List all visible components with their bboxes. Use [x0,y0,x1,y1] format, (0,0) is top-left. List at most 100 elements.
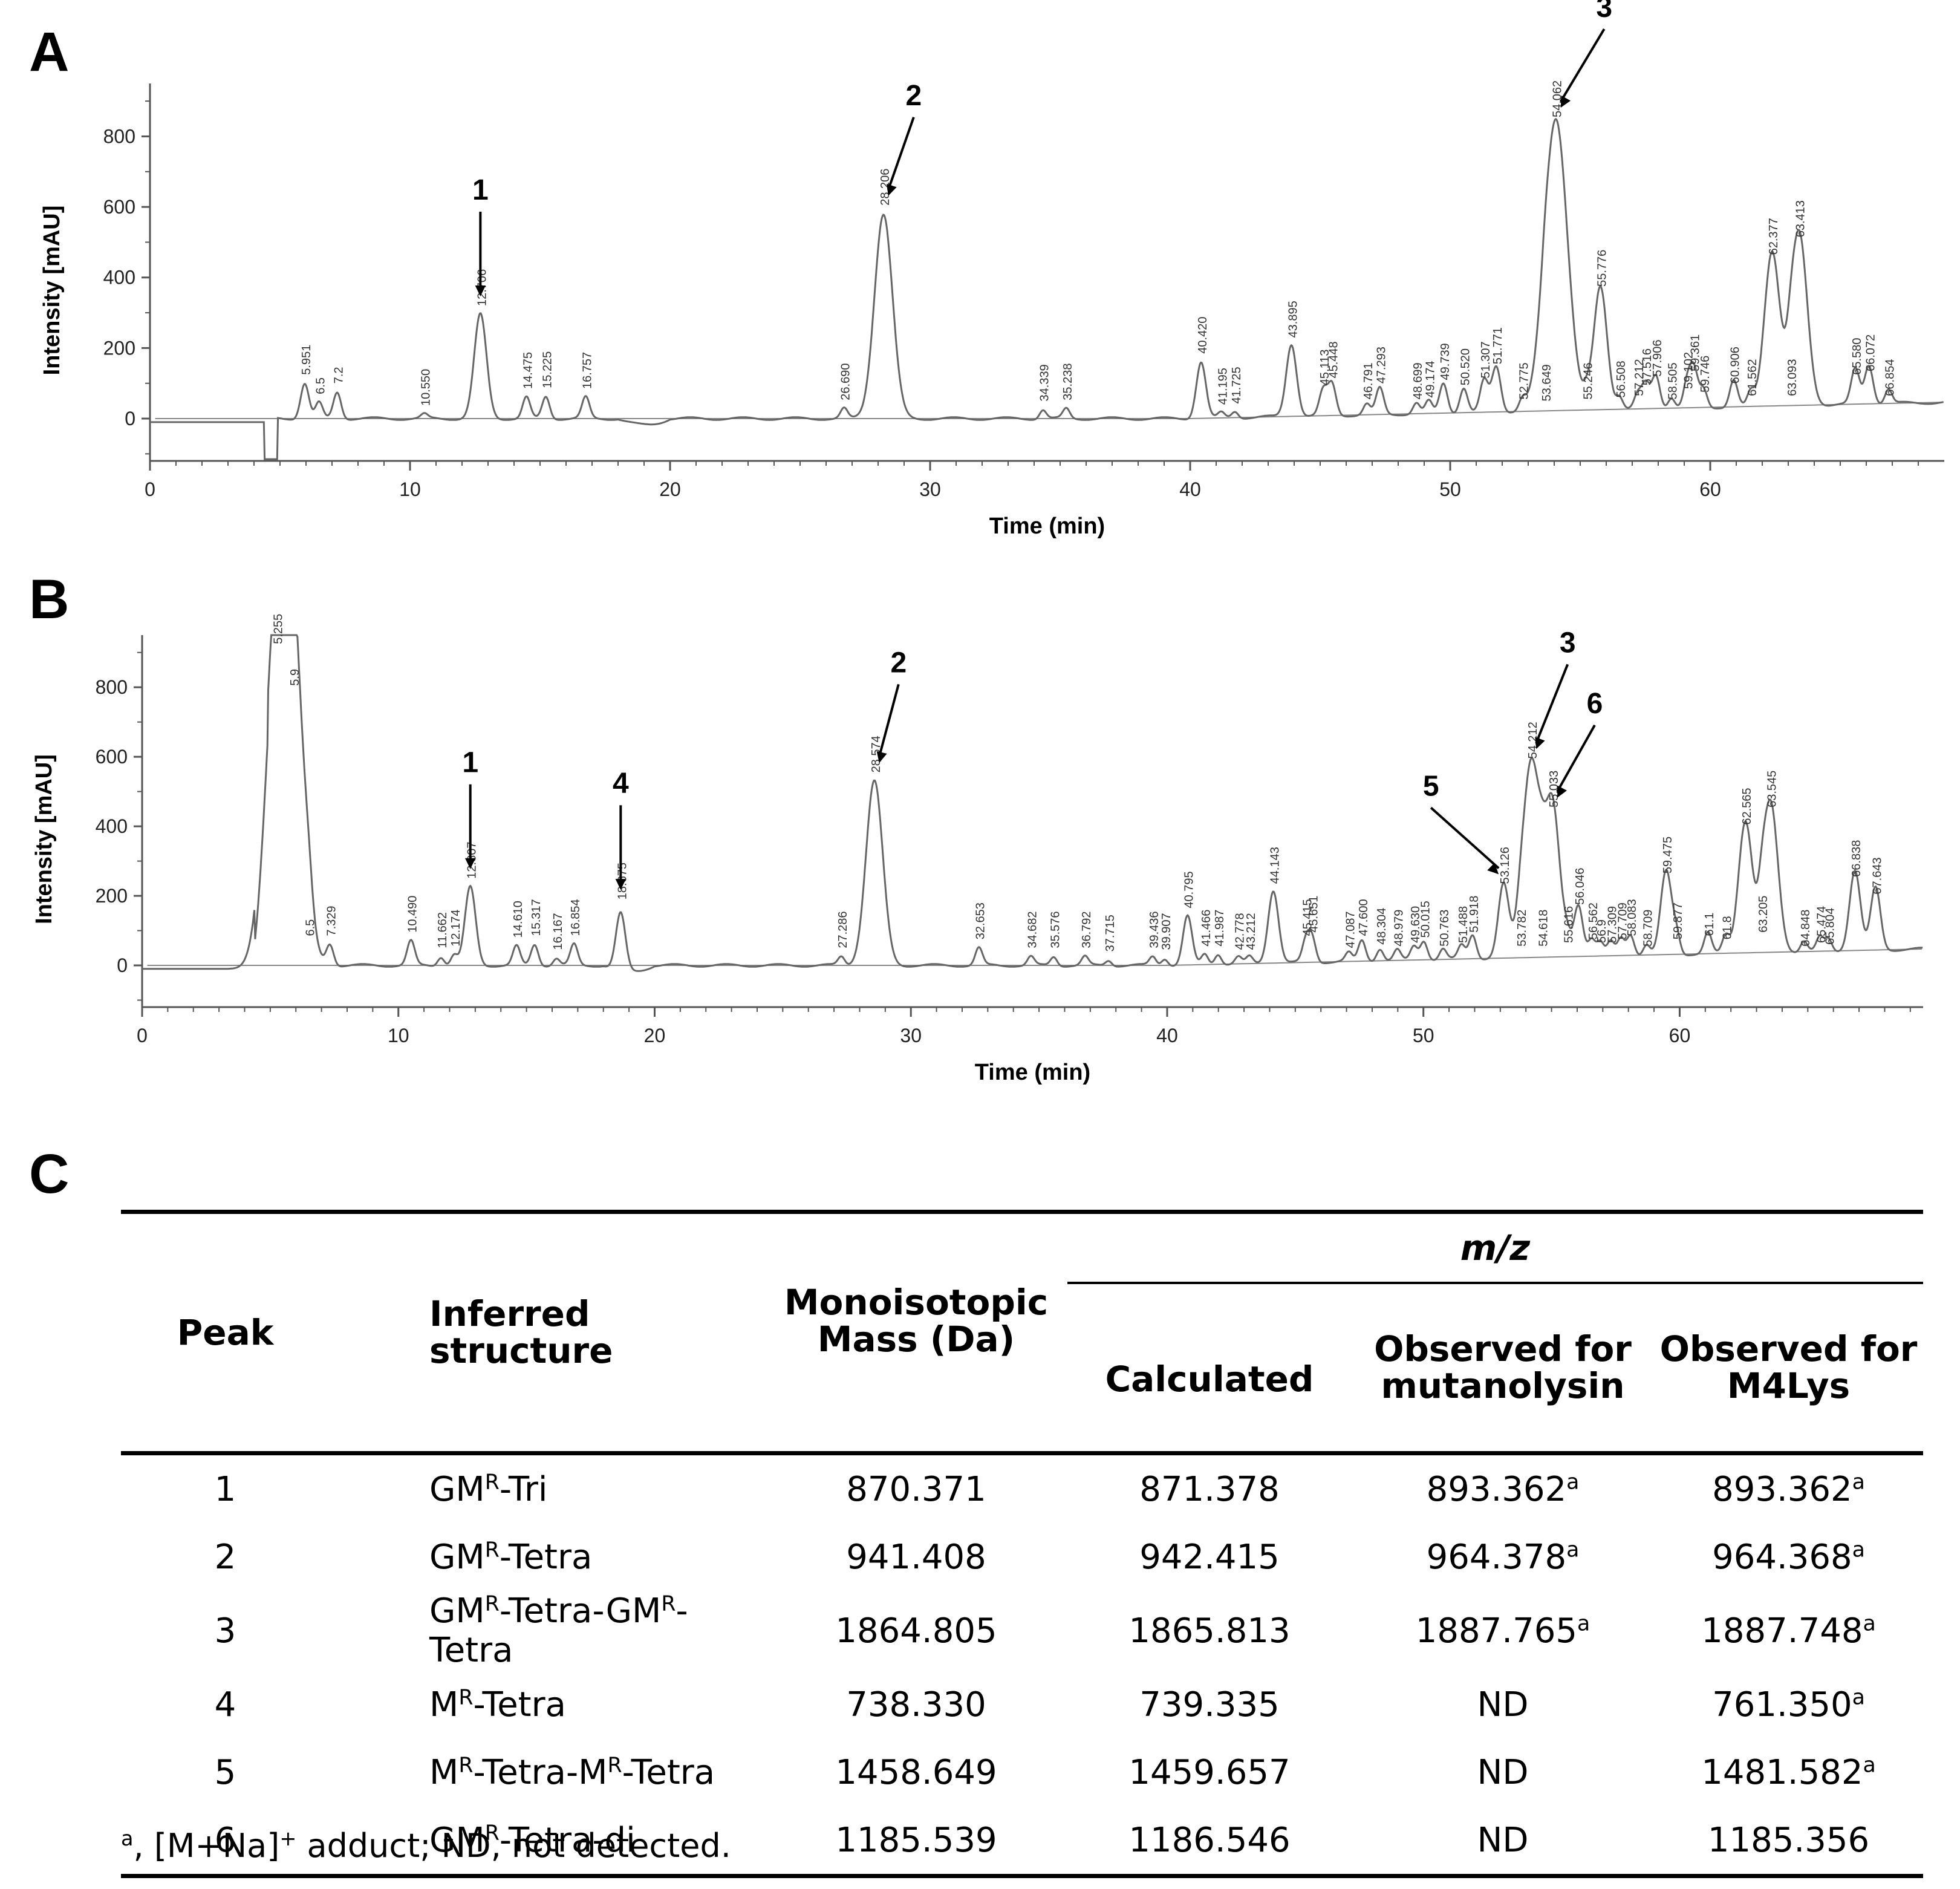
peak-label: 51.771 [1491,327,1505,364]
cell-peak: 4 [214,1685,236,1724]
x-tick-label: 40 [1179,478,1201,500]
peak-label: 55.246 [1582,362,1595,399]
header-observed-mutanolysin: Observed for mutanolysin [1352,1283,1654,1453]
cell-observed-m4lys: 761.350a [1712,1685,1865,1724]
peak-label: 49.739 [1439,343,1452,380]
cell-structure: GMR-Tetra [429,1537,593,1577]
peak-label: 35.576 [1049,911,1063,948]
peak-number-annotation: 1 [462,747,478,779]
peak-label: 41.195 [1216,368,1229,405]
peak-label: 40.795 [1183,871,1196,908]
cell-mass: 1864.805 [835,1611,997,1651]
peak-label: 39.907 [1160,913,1173,950]
annotation-arrowhead [887,183,897,196]
cell-structure: MR-Tetra [429,1685,566,1724]
peak-label: 28.574 [870,736,883,772]
peak-label: 56.9 [1595,919,1609,943]
peak-label: 14.475 [521,352,535,389]
peak-label: 67.643 [1870,857,1884,894]
peak-label: 63.545 [1766,771,1779,807]
annotation-arrowhead [475,285,486,296]
peak-label: 61.8 [1721,916,1734,939]
peak-table-container: Peak Inferred structure Monoisotopic Mas… [121,1210,1923,1878]
annotation-arrowhead [615,879,627,890]
peak-label: 34.339 [1038,364,1052,401]
x-tick-label: 10 [399,478,421,500]
peak-label: 51.307 [1479,341,1493,378]
header-obs-m4-line2: M4Lys [1727,1365,1851,1406]
peak-label: 56.046 [1574,868,1587,905]
peak-label: 54.062 [1551,80,1564,117]
cell-calculated: 1186.546 [1128,1820,1291,1860]
peak-label: 62.377 [1767,218,1780,255]
peak-label: 15.317 [530,899,543,936]
peak-label: 63.205 [1757,896,1770,933]
peak-label: 57.906 [1651,339,1664,376]
header-mass-line1: Monoisotopic [784,1281,1049,1323]
peak-label: 53.649 [1540,364,1554,401]
peak-label: 14.610 [512,901,525,938]
x-axis-label: Time (min) [975,1060,1090,1085]
peak-label: 58.505 [1667,362,1680,399]
peak-label: 58.709 [1642,910,1655,947]
chromatogram-trace [142,634,1923,972]
peak-label: 48.979 [1392,910,1405,947]
peak-label: 51.918 [1468,896,1481,933]
cell-observed-mutanolysin: ND [1477,1820,1529,1860]
peak-label: 16.167 [552,913,565,950]
peak-label: 52.775 [1517,362,1531,399]
cell-peak: 2 [214,1537,236,1577]
peak-label: 44.143 [1269,847,1282,884]
annotation-arrow [877,683,900,757]
x-tick-label: 0 [145,478,155,500]
cell-mass: 1185.539 [835,1820,997,1860]
cell-structure: GMR-Tetra-di [429,1820,636,1860]
peak-label: 11.662 [436,912,449,948]
peak-label: 27.286 [836,911,850,948]
peak-number-annotation: 1 [472,174,489,206]
x-tick-label: 30 [919,478,941,500]
header-obs-mut-line1: Observed for [1374,1328,1632,1370]
peak-label: 50.520 [1459,348,1472,385]
peak-label: 42.778 [1234,913,1247,950]
peak-label: 65.580 [1851,338,1864,375]
cell-calculated: 942.415 [1139,1537,1280,1577]
y-tick-label: 200 [96,885,128,907]
cell-observed-mutanolysin: 1887.765a [1415,1611,1590,1651]
cell-observed-m4lys: 964.368a [1712,1537,1865,1577]
annotation-arrow [1556,724,1596,792]
table-row: 6 GMR-Tetra-di 1185.539 1186.546 ND 1185… [121,1806,1923,1876]
peak-label: 59.877 [1672,902,1685,939]
peak-label: 55.616 [1563,906,1576,943]
peak-label: 64.848 [1799,910,1812,947]
cell-observed-mutanolysin: ND [1477,1752,1529,1792]
peak-label: 55.776 [1595,250,1609,287]
peak-label: 62.565 [1740,788,1754,824]
peak-label: 61.1 [1703,913,1716,936]
peak-label: 49.630 [1409,906,1422,943]
x-axis-label: Time (min) [989,514,1105,539]
annotation-arrowhead [1560,96,1571,108]
x-tick-label: 20 [644,1025,666,1046]
annotation-arrowhead [464,858,476,869]
peak-label: 34.682 [1026,911,1040,948]
annotation-arrow [1535,664,1569,744]
cell-mass: 1458.649 [835,1752,997,1792]
cell-mass: 870.371 [846,1469,986,1509]
peak-label: 36.792 [1080,911,1093,948]
peak-label: 10.490 [406,896,420,933]
cell-structure: MR-Tetra-MR-Tetra [429,1752,715,1792]
peak-number-annotation: 3 [1596,0,1612,24]
cell-observed-mutanolysin: 964.378a [1426,1537,1580,1577]
peak-label: 65.804 [1823,908,1837,945]
peak-label: 66.072 [1864,334,1877,371]
x-tick-label: 20 [659,478,681,500]
baseline-trace [147,948,1922,966]
peak-label: 50.015 [1419,901,1432,938]
y-tick-label: 200 [103,337,135,359]
peak-label: 59.746 [1699,356,1712,393]
peak-label: 59.475 [1661,837,1675,873]
table-row: 4 MR-Tetra 738.330 739.335 ND 761.350a [121,1671,1923,1738]
peak-label: 65.474 [1815,906,1828,943]
y-tick-label: 600 [96,746,128,768]
